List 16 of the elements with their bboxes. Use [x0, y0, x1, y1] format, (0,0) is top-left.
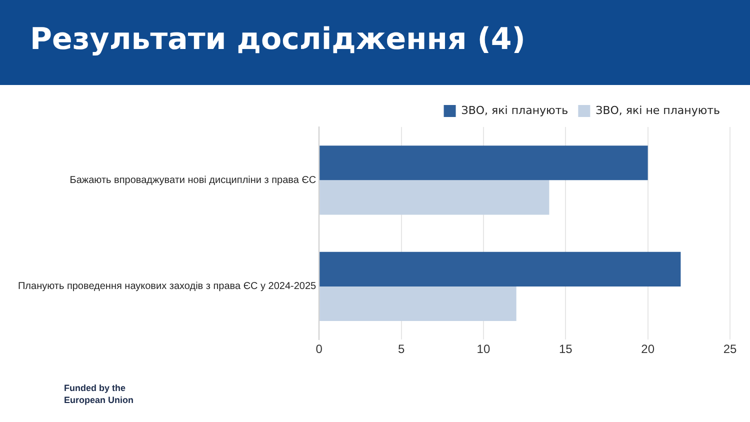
bar — [320, 286, 516, 321]
text: Funded by the European Union — [64, 382, 134, 406]
bar — [320, 180, 550, 215]
x-tick-label: 5 — [398, 342, 405, 356]
bar — [320, 252, 681, 286]
bar — [320, 146, 648, 180]
x-tick-label: 25 — [723, 342, 737, 356]
x-tick-label: 15 — [558, 342, 573, 356]
x-tick-label: 20 — [641, 342, 655, 356]
legend-label: ЗВО, які не планують — [596, 104, 720, 117]
y-tick-label: Бажають впроваджувати нові дисципліни з права ЄС — [70, 174, 316, 186]
y-tick-label: Планують проведення наукових заходів з права ЄС у 2024-2025 — [18, 281, 317, 292]
x-tick-label: 10 — [476, 342, 490, 356]
chart-title: Результати дослідження (4) — [30, 22, 526, 57]
x-tick-label: 0 — [316, 342, 323, 356]
legend-label: ЗВО, які планують — [461, 104, 568, 117]
